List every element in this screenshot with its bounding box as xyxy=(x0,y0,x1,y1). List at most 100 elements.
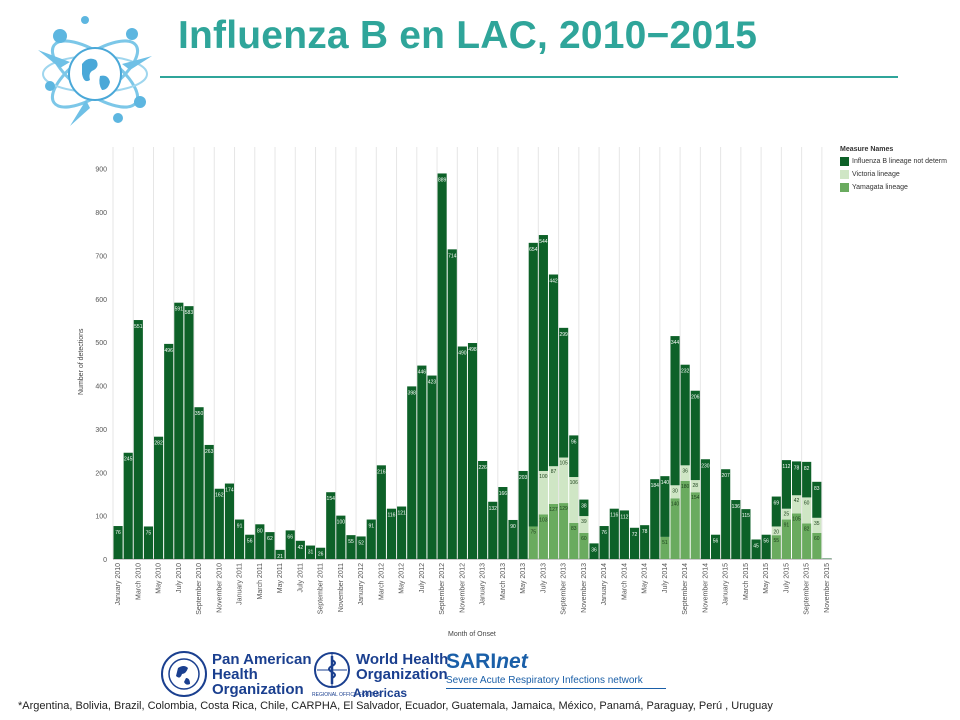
bar-yamagata xyxy=(559,503,569,559)
bar-victoria xyxy=(548,466,559,504)
data-label: 30 xyxy=(672,488,678,494)
data-label: 203 xyxy=(519,475,528,481)
legend-item-yamagata: Yamagata lineage xyxy=(840,183,958,192)
data-label: 1 xyxy=(826,563,829,569)
bar-victoria xyxy=(680,465,690,481)
data-label: 76 xyxy=(115,530,121,536)
x-tick-label: March 2010 xyxy=(135,563,142,600)
bar-not-determined xyxy=(265,532,275,559)
bar-not-determined xyxy=(316,547,326,559)
x-tick-label: January 2010 xyxy=(115,563,122,606)
data-label: 36 xyxy=(682,468,688,474)
x-tick-label: March 2013 xyxy=(500,563,507,600)
bar-victoria xyxy=(579,516,589,533)
data-label: 35 xyxy=(814,521,820,527)
data-label: 31 xyxy=(308,550,314,556)
data-label: 136 xyxy=(732,504,741,510)
data-label: 82 xyxy=(804,526,810,532)
x-tick-label: January 2012 xyxy=(358,563,365,606)
data-label: 39 xyxy=(581,519,587,525)
bar-yamagata xyxy=(690,492,700,559)
data-label: 162 xyxy=(215,493,224,499)
data-label: 166 xyxy=(499,491,508,497)
y-tick-label: 300 xyxy=(95,427,107,434)
data-label: 90 xyxy=(510,524,516,530)
bar-not-determined xyxy=(224,483,235,559)
data-label: 60 xyxy=(814,536,820,542)
bar-not-determined xyxy=(305,545,316,559)
data-label: 96 xyxy=(571,439,577,445)
x-tick-label: September 2010 xyxy=(196,563,203,615)
bar-not-determined xyxy=(761,534,771,559)
x-tick-label: September 2013 xyxy=(561,563,568,615)
x-tick-label: July 2011 xyxy=(297,563,304,593)
bar-not-determined xyxy=(690,390,700,481)
y-axis-label: Number of detections xyxy=(78,328,85,395)
bar-not-determined xyxy=(235,519,245,559)
sarinet-wordmark: SARInet xyxy=(446,650,528,674)
bar-victoria xyxy=(559,457,569,504)
bar-not-determined xyxy=(781,460,791,509)
bar-not-determined xyxy=(710,534,721,559)
data-label: 38 xyxy=(581,504,587,510)
who-line: Organization xyxy=(356,666,448,683)
bar-yamagata xyxy=(569,523,579,559)
y-tick-label: 200 xyxy=(95,470,107,477)
who-emblem-icon xyxy=(314,652,350,688)
bar-yamagata xyxy=(528,526,538,559)
data-label: 60 xyxy=(581,536,587,542)
data-label: 75 xyxy=(146,530,152,536)
x-tick-label: January 2015 xyxy=(723,563,730,606)
bar-not-determined xyxy=(346,535,356,559)
data-label: 78 xyxy=(794,465,800,471)
bar-yamagata xyxy=(680,480,690,559)
data-label: 55 xyxy=(348,539,354,545)
x-tick-label: July 2010 xyxy=(176,563,183,593)
bar-yamagata xyxy=(548,503,559,559)
bar-not-determined xyxy=(670,336,680,486)
bar-not-determined xyxy=(680,364,690,466)
legend-swatch xyxy=(840,183,849,192)
legend-title: Measure Names xyxy=(840,146,894,153)
y-tick-label: 600 xyxy=(95,297,107,304)
bar-not-determined xyxy=(791,461,802,496)
x-tick-label: May 2013 xyxy=(520,563,527,594)
bar-not-determined xyxy=(518,470,528,559)
bar-not-determined xyxy=(488,501,498,559)
data-label: 226 xyxy=(478,465,487,471)
data-label: 263 xyxy=(205,449,214,455)
bar-victoria xyxy=(791,495,802,514)
who-americas: Americas xyxy=(353,686,408,700)
paho-wordmark: Pan American Health Organization xyxy=(212,652,312,697)
bar-not-determined xyxy=(569,435,579,478)
bar-not-determined xyxy=(640,525,650,559)
data-label: 129 xyxy=(559,506,568,512)
data-label: 42 xyxy=(298,545,304,551)
data-label: 442 xyxy=(549,279,558,285)
data-label: 174 xyxy=(225,488,234,494)
sarinet-divider xyxy=(446,688,666,689)
sarinet-b: net xyxy=(496,650,528,673)
bar-not-determined xyxy=(437,173,447,559)
bar-not-determined xyxy=(508,519,518,559)
bar-victoria xyxy=(802,497,812,524)
bar-not-determined xyxy=(599,526,609,559)
y-tick-label: 400 xyxy=(95,384,107,391)
legend-item-victoria: Victoria lineage xyxy=(840,170,958,179)
partner-logos: Pan American Health Organization World H… xyxy=(160,648,680,700)
data-label: 591 xyxy=(175,307,184,313)
data-label: 45 xyxy=(753,543,759,549)
data-label: 21 xyxy=(277,554,283,560)
data-label: 115 xyxy=(742,513,750,519)
bar-not-determined xyxy=(255,524,265,559)
bar-not-determined xyxy=(498,487,508,559)
data-label: 56 xyxy=(763,539,769,545)
data-label: 66 xyxy=(287,534,293,540)
data-label: 83 xyxy=(571,526,577,532)
data-label: 82 xyxy=(804,466,810,472)
x-tick-label: November 2015 xyxy=(824,563,831,613)
y-tick-label: 0 xyxy=(103,557,107,564)
data-label: 230 xyxy=(701,463,710,469)
bar-not-determined xyxy=(397,506,407,559)
data-label: 551 xyxy=(134,324,143,330)
